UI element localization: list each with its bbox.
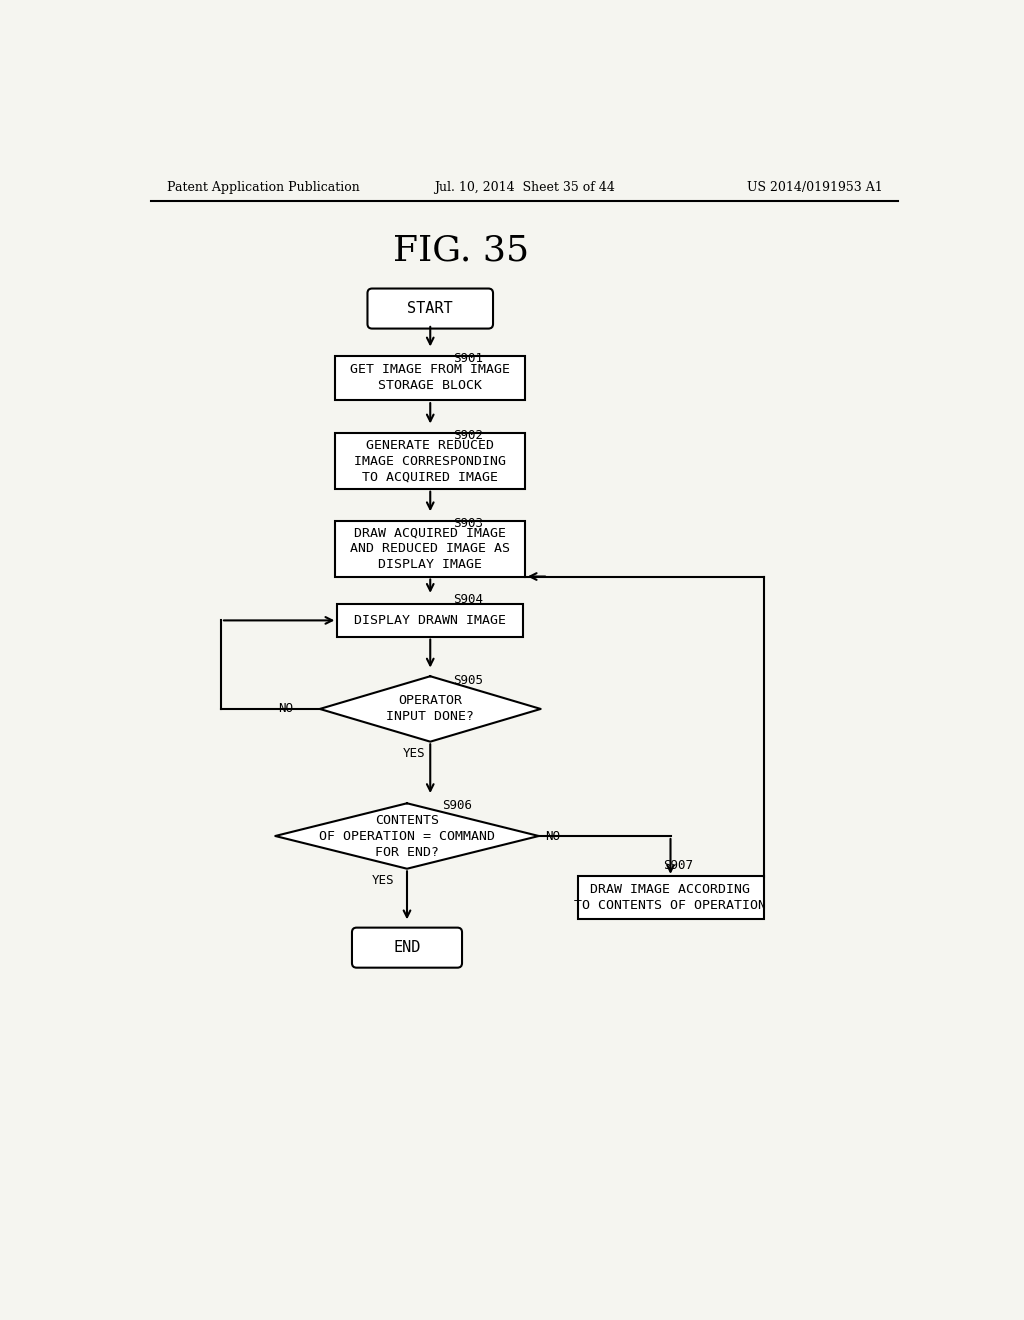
Text: GET IMAGE FROM IMAGE
STORAGE BLOCK: GET IMAGE FROM IMAGE STORAGE BLOCK [350, 363, 510, 392]
Text: NO: NO [545, 829, 560, 842]
Text: S902: S902 [454, 429, 483, 442]
FancyBboxPatch shape [352, 928, 462, 968]
Text: S903: S903 [454, 517, 483, 531]
Text: NO: NO [279, 702, 293, 715]
Text: US 2014/0191953 A1: US 2014/0191953 A1 [748, 181, 883, 194]
Bar [335, 355, 525, 400]
Bar [337, 605, 523, 636]
Text: Patent Application Publication: Patent Application Publication [167, 181, 359, 194]
Polygon shape [319, 676, 541, 742]
Text: YES: YES [403, 747, 426, 760]
Bar [578, 876, 764, 919]
Text: DRAW ACQUIRED IMAGE
AND REDUCED IMAGE AS
DISPLAY IMAGE: DRAW ACQUIRED IMAGE AND REDUCED IMAGE AS… [350, 527, 510, 572]
Text: Jul. 10, 2014  Sheet 35 of 44: Jul. 10, 2014 Sheet 35 of 44 [434, 181, 615, 194]
Polygon shape [275, 804, 539, 869]
Text: DISPLAY DRAWN IMAGE: DISPLAY DRAWN IMAGE [354, 614, 506, 627]
Bar [335, 433, 525, 488]
Text: S904: S904 [454, 593, 483, 606]
Text: GENERATE REDUCED
IMAGE CORRESPONDING
TO ACQUIRED IMAGE: GENERATE REDUCED IMAGE CORRESPONDING TO … [354, 438, 506, 483]
FancyBboxPatch shape [368, 289, 493, 329]
Text: S906: S906 [442, 799, 472, 812]
Text: S901: S901 [454, 352, 483, 366]
Text: FIG. 35: FIG. 35 [393, 234, 529, 268]
Text: YES: YES [372, 874, 394, 887]
Text: END: END [393, 940, 421, 956]
Bar [335, 521, 525, 577]
Text: START: START [408, 301, 453, 315]
Text: CONTENTS
OF OPERATION = COMMAND
FOR END?: CONTENTS OF OPERATION = COMMAND FOR END? [319, 813, 495, 858]
Text: S905: S905 [454, 673, 483, 686]
Text: OPERATOR
INPUT DONE?: OPERATOR INPUT DONE? [386, 694, 474, 723]
Text: S907: S907 [663, 859, 693, 873]
Text: DRAW IMAGE ACCORDING
TO CONTENTS OF OPERATION: DRAW IMAGE ACCORDING TO CONTENTS OF OPER… [574, 883, 767, 912]
